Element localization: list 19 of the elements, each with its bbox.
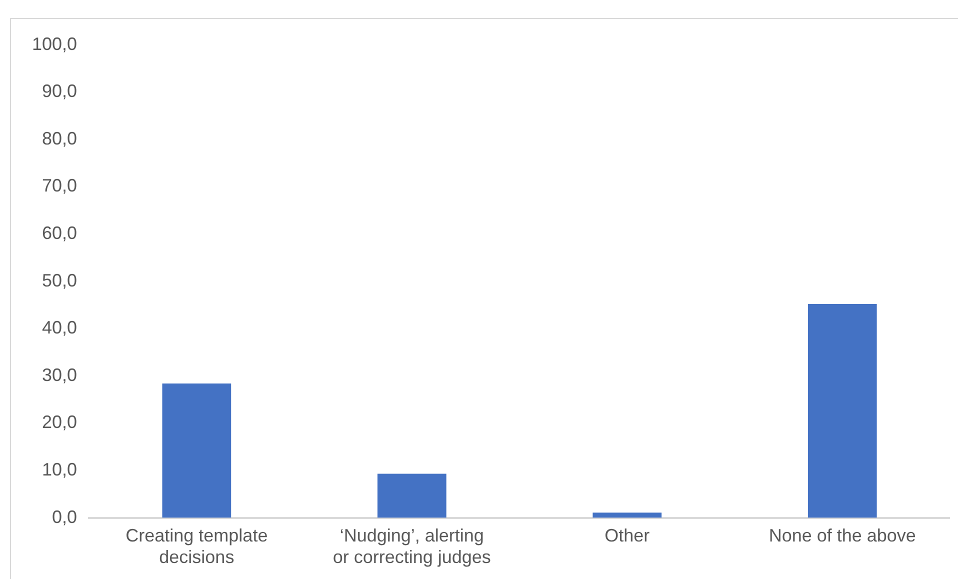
x-tick-label: None of the above	[768, 526, 916, 546]
y-tick-label: 0,0	[52, 506, 78, 527]
bar	[377, 474, 446, 518]
y-tick-label: 20,0	[42, 412, 78, 432]
bar	[162, 383, 232, 518]
y-tick-label: 70,0	[42, 176, 78, 196]
y-tick-label: 50,0	[42, 270, 78, 290]
x-tick-label: Other	[604, 526, 650, 546]
y-tick-label: 100,0	[32, 34, 78, 54]
y-tick-label: 90,0	[42, 81, 78, 102]
y-tick-label: 30,0	[42, 364, 78, 385]
x-tick-label: Creating template decisions	[126, 526, 268, 568]
y-tick-label: 80,0	[42, 128, 78, 148]
y-tick-label: 40,0	[42, 318, 78, 338]
x-tick-label: ‘Nudging’, alerting or correcting judges	[332, 526, 491, 568]
y-tick-label: 10,0	[42, 459, 78, 480]
bar	[808, 304, 877, 518]
bar	[592, 512, 662, 518]
y-tick-label: 60,0	[42, 222, 78, 243]
